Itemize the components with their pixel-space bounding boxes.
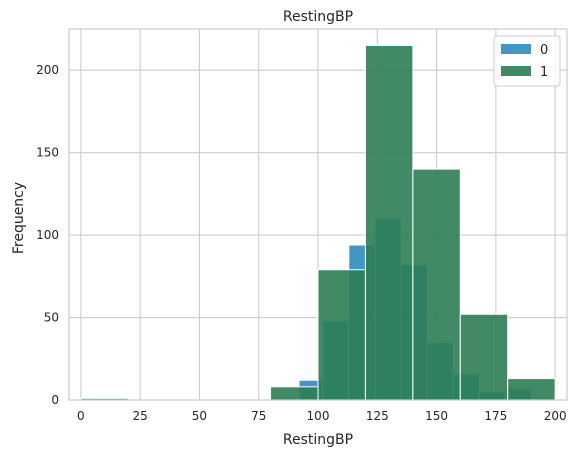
- histogram-bar-series-1: [317, 269, 366, 401]
- y-tick-label: 200: [36, 63, 59, 77]
- legend-box: [493, 35, 561, 87]
- x-tick-label: 0: [77, 409, 85, 423]
- x-tick-label: 150: [425, 409, 448, 423]
- x-tick-label: 25: [133, 409, 148, 423]
- histogram-bar-series-1: [507, 378, 556, 401]
- tick-labels: 0 25 50 75 100 125 150 175 200 0 50 100 150 200: [36, 63, 567, 423]
- y-tick-label: 100: [36, 228, 59, 242]
- chart-title: RestingBP: [283, 9, 353, 25]
- histogram-bar-series-1: [412, 168, 461, 401]
- x-tick-label: 125: [366, 409, 389, 423]
- histogram-bar-series-1: [270, 386, 319, 401]
- y-tick-label: 150: [36, 146, 59, 160]
- y-tick-label: 0: [51, 393, 59, 407]
- legend-label-1: 1: [540, 65, 548, 80]
- x-tick-label: 200: [544, 409, 567, 423]
- x-tick-label: 175: [484, 409, 507, 423]
- x-tick-label: 75: [251, 409, 266, 423]
- histogram-bar-series-1: [364, 44, 414, 401]
- histogram-bar-series-1: [459, 313, 509, 401]
- x-tick-label: 50: [192, 409, 207, 423]
- x-tick-label: 100: [307, 409, 330, 423]
- plot-border: [68, 28, 568, 401]
- legend-swatch-1: [501, 66, 531, 76]
- x-axis-label: RestingBP: [283, 432, 353, 448]
- y-axis-label: Frequency: [11, 182, 27, 254]
- plot-frame: [68, 28, 568, 401]
- legend-label-0: 0: [540, 43, 548, 58]
- y-tick-label: 50: [44, 311, 59, 325]
- legend-swatch-0: [501, 44, 531, 54]
- legend: 01: [493, 35, 561, 87]
